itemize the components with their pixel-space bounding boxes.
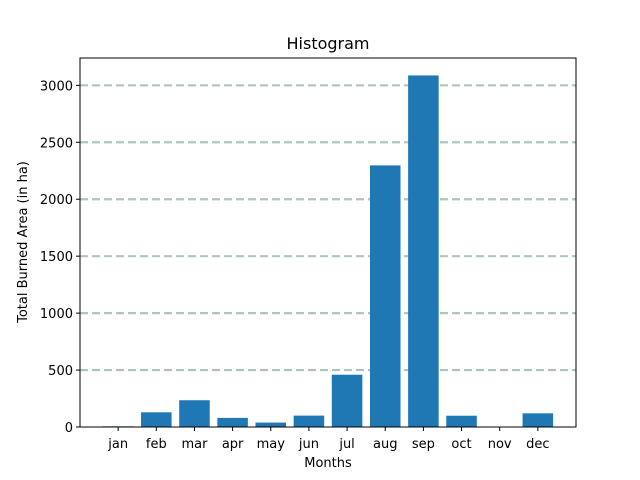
x-axis: jan feb mar apr may jun jul aug sep oct nov dec bbox=[107, 427, 550, 452]
bar-oct bbox=[446, 415, 477, 427]
x-tick-label: jun bbox=[298, 437, 319, 452]
bar-apr bbox=[217, 417, 248, 427]
bar-jul bbox=[331, 374, 363, 427]
x-tick-label: apr bbox=[222, 437, 244, 452]
bar-aug bbox=[369, 165, 401, 427]
x-tick-label: oct bbox=[451, 437, 471, 452]
x-tick-label: feb bbox=[146, 437, 167, 452]
y-tick-label: 1000 bbox=[40, 307, 73, 322]
x-tick-label: sep bbox=[412, 437, 435, 452]
gridlines bbox=[80, 84, 576, 372]
y-tick-label: 1500 bbox=[40, 250, 73, 265]
bar-may bbox=[255, 422, 287, 427]
x-tick-label: jul bbox=[338, 437, 354, 452]
y-tick-label: 3000 bbox=[40, 79, 73, 94]
y-tick-label: 2000 bbox=[40, 193, 73, 208]
x-axis-title: Months bbox=[304, 456, 352, 471]
y-axis: 0 500 1000 1500 2000 2500 3000 bbox=[40, 79, 80, 436]
bars bbox=[102, 75, 554, 428]
x-tick-label: aug bbox=[373, 437, 397, 452]
chart-title: Histogram bbox=[287, 34, 370, 53]
x-tick-label: may bbox=[257, 437, 286, 452]
x-tick-label: nov bbox=[488, 437, 512, 452]
x-tick-label: mar bbox=[181, 437, 208, 452]
bar-feb bbox=[141, 412, 172, 427]
y-axis-title: Total Burned Area (in ha) bbox=[16, 161, 31, 324]
x-tick-label: jan bbox=[107, 437, 128, 452]
y-tick-label: 2500 bbox=[40, 136, 73, 151]
x-tick-label: dec bbox=[526, 437, 549, 452]
y-tick-label: 500 bbox=[48, 364, 73, 379]
bar-jun bbox=[293, 415, 325, 427]
bar-mar bbox=[179, 400, 210, 427]
y-tick-label: 0 bbox=[65, 421, 73, 436]
plot-frame bbox=[79, 57, 577, 428]
bar-dec bbox=[522, 413, 554, 427]
bar-sep bbox=[408, 75, 439, 428]
